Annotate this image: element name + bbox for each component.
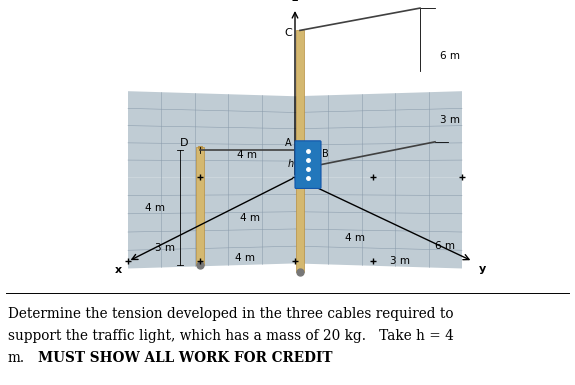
Text: C: C <box>284 28 292 38</box>
Text: 4 m: 4 m <box>237 150 257 160</box>
Text: 6 m: 6 m <box>435 241 455 251</box>
Text: 4 m: 4 m <box>145 203 165 213</box>
Bar <box>196 147 204 265</box>
Polygon shape <box>128 91 295 177</box>
Polygon shape <box>128 177 295 268</box>
Text: 3 m: 3 m <box>390 256 410 266</box>
Text: B: B <box>322 149 329 159</box>
FancyBboxPatch shape <box>295 141 321 188</box>
Text: h: h <box>288 159 294 169</box>
Polygon shape <box>295 177 462 268</box>
Text: MUST SHOW ALL WORK FOR CREDIT: MUST SHOW ALL WORK FOR CREDIT <box>38 351 332 365</box>
Text: m.: m. <box>8 351 25 365</box>
Text: z: z <box>292 0 298 3</box>
Text: 3 m: 3 m <box>440 115 460 125</box>
Text: Determine the tension developed in the three cables required to: Determine the tension developed in the t… <box>8 307 454 321</box>
Text: 4 m: 4 m <box>345 233 365 243</box>
Text: 4 m: 4 m <box>240 213 260 223</box>
Polygon shape <box>295 91 462 177</box>
Text: support the traffic light, which has a mass of 20 kg.   Take h = 4: support the traffic light, which has a m… <box>8 329 454 343</box>
Text: 6 m: 6 m <box>440 51 460 61</box>
Text: 4 m: 4 m <box>235 253 255 263</box>
Text: D: D <box>179 138 188 148</box>
Text: y: y <box>479 264 486 275</box>
Text: x: x <box>115 265 122 275</box>
Text: A: A <box>285 138 292 148</box>
Bar <box>296 30 304 271</box>
Text: 3 m: 3 m <box>155 243 175 253</box>
